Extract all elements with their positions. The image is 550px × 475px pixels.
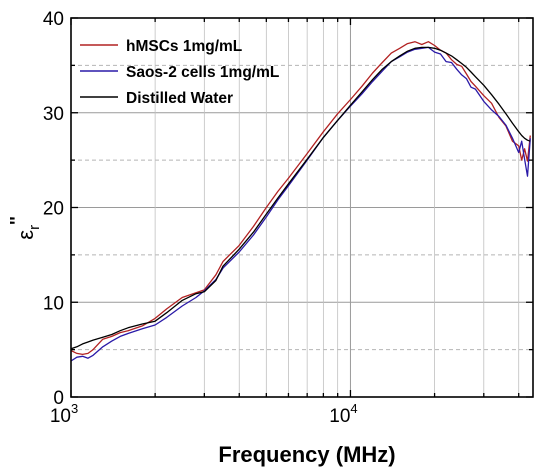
x-tick-label: 104	[329, 401, 357, 427]
y-axis-title: εr''	[7, 216, 43, 239]
y-tick-label: 20	[43, 199, 64, 220]
ticks	[70, 17, 533, 398]
y-axis-title-sup: ''	[7, 216, 27, 225]
legend-label-2: Saos-2 cells 1mg/mL	[126, 64, 279, 81]
legend-label-1: hMSCs 1mg/mL	[126, 38, 242, 55]
legend: hMSCs 1mg/mL Saos-2 cells 1mg/mL Distilled…	[80, 38, 279, 107]
tick-labels: 0 10 20 30 40 103 104	[43, 9, 358, 427]
y-tick-label: 30	[43, 104, 64, 125]
series-line-2	[70, 46, 531, 362]
y-axis-title-main: ε	[13, 230, 38, 240]
y-tick-label: 40	[43, 9, 64, 30]
y-tick-label: 10	[43, 293, 64, 314]
y-axis-title-sub: r	[26, 225, 43, 230]
series-line-1	[70, 41, 531, 356]
series-line-3	[70, 46, 531, 350]
y-tick-label: 0	[53, 388, 64, 409]
series-layer	[70, 41, 531, 362]
x-tick-label: 103	[50, 401, 78, 427]
legend-label-3: Distilled Water	[126, 90, 233, 107]
x-axis-title: Frequency (MHz)	[218, 442, 395, 467]
